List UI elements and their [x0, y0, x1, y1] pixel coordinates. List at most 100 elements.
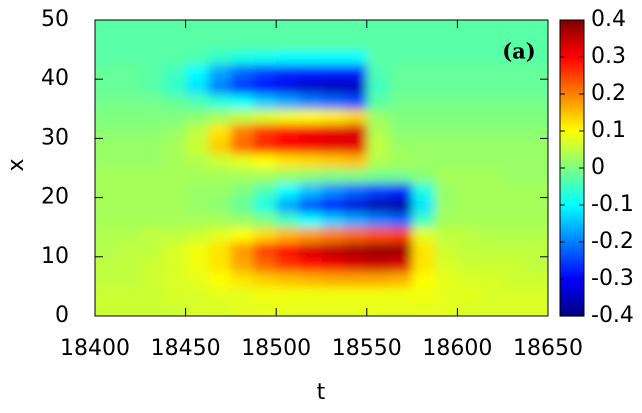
colorbar-swatch: [560, 212, 584, 215]
heatmap-cell: [298, 227, 322, 243]
colorbar-swatch: [560, 76, 584, 79]
heatmap-cell: [276, 20, 300, 36]
heatmap-cell: [434, 20, 458, 36]
heatmap-cell: [434, 94, 458, 110]
heatmap-cell: [253, 94, 277, 110]
heatmap-cell: [95, 79, 119, 95]
colorbar-swatch: [560, 50, 584, 53]
heatmap-cell: [457, 49, 481, 65]
heatmap-cell: [208, 123, 232, 139]
heatmap-cell: [298, 168, 322, 184]
y-axis-label: x: [4, 158, 29, 171]
heatmap-cell: [117, 153, 141, 169]
heatmap-cell: [162, 49, 187, 65]
colorbar-swatch: [560, 272, 584, 275]
heatmap-cell: [389, 182, 413, 199]
heatmap-cell: [117, 79, 141, 95]
colorbar-swatch: [560, 176, 584, 179]
heatmap-cell: [230, 79, 255, 95]
colorbar-tick-label: -0.2: [591, 229, 634, 254]
heatmap-cell: [253, 212, 277, 228]
heatmap-cell: [253, 256, 277, 273]
heatmap-cell: [140, 197, 164, 213]
colorbar-tick-label: 0.2: [591, 81, 626, 106]
heatmap-cell: [344, 153, 368, 169]
heatmap-cell: [321, 64, 345, 80]
heatmap-cell: [95, 256, 119, 273]
colorbar-swatch: [560, 200, 584, 203]
heatmap-cell: [366, 242, 390, 258]
heatmap-cell: [298, 108, 322, 125]
colorbar-swatch: [560, 290, 584, 293]
colorbar-swatch: [560, 184, 584, 187]
heatmap-cell: [276, 79, 300, 95]
heatmap-cell: [208, 168, 232, 184]
heatmap-cell: [389, 108, 413, 125]
colorbar-swatch: [560, 158, 584, 161]
heatmap-cell: [480, 271, 504, 287]
heatmap-cell: [502, 123, 526, 139]
colorbar-tick-label: 0.1: [591, 118, 626, 143]
heatmap-cell: [344, 271, 368, 287]
heatmap-cell: [276, 242, 300, 258]
heatmap-cell: [185, 138, 209, 154]
colorbar-swatch: [560, 214, 584, 217]
heatmap-cell: [412, 197, 436, 213]
colorbar-swatch: [560, 88, 584, 91]
heatmap-cell: [253, 271, 277, 287]
heatmap-cell: [389, 20, 413, 36]
heatmap-cell: [276, 49, 300, 65]
heatmap-cell: [457, 94, 481, 110]
heatmap-cell: [95, 212, 119, 228]
colorbar-swatch: [560, 202, 584, 205]
heatmap-cell: [344, 212, 368, 228]
colorbar-swatch: [560, 70, 584, 73]
heatmap-cell: [525, 227, 548, 243]
heatmap-cell: [502, 286, 526, 302]
colorbar-swatch: [560, 144, 584, 147]
heatmap-cell: [276, 123, 300, 139]
heatmap-cell: [502, 168, 526, 184]
y-tick-label: 10: [41, 244, 69, 269]
heatmap-cell: [276, 34, 300, 51]
heatmap-cell: [276, 153, 300, 169]
heatmap-cell: [321, 301, 345, 316]
colorbar-swatch: [560, 238, 584, 241]
heatmap-cell: [208, 64, 232, 80]
heatmap-cell: [366, 286, 390, 302]
heatmap-cell: [298, 256, 322, 273]
heatmap-cell: [321, 256, 345, 273]
heatmap-cell: [525, 138, 548, 154]
heatmap-cell: [95, 64, 119, 80]
colorbar-swatch: [560, 32, 584, 35]
heatmap-cell: [321, 108, 345, 125]
colorbar-swatch: [560, 294, 584, 297]
heatmap-cell: [525, 168, 548, 184]
heatmap-cell: [117, 301, 141, 316]
heatmap-cell: [298, 271, 322, 287]
heatmap-cell: [502, 138, 526, 154]
heatmap-cell: [162, 301, 187, 316]
colorbar-swatch: [560, 110, 584, 113]
heatmap-cell: [230, 123, 255, 139]
heatmap-cell: [434, 271, 458, 287]
heatmap-cell: [412, 227, 436, 243]
heatmap-cell: [366, 212, 390, 228]
heatmap-cell: [480, 20, 504, 36]
heatmap-cell: [162, 212, 187, 228]
heatmap-cell: [434, 64, 458, 80]
heatmap-cell: [480, 94, 504, 110]
heatmap-cell: [95, 168, 119, 184]
colorbar-swatch: [560, 242, 584, 245]
heatmap-cell: [95, 271, 119, 287]
colorbar-swatch: [560, 256, 584, 259]
heatmap-cell: [162, 79, 187, 95]
colorbar-swatch: [560, 20, 584, 23]
heatmap-cell: [321, 49, 345, 65]
heatmap-cell: [140, 168, 164, 184]
heatmap-cell: [525, 64, 548, 80]
x-tick-label: 18650: [513, 336, 583, 361]
colorbar-swatch: [560, 150, 584, 153]
heatmap-cell: [162, 197, 187, 213]
heatmap-cell: [480, 64, 504, 80]
